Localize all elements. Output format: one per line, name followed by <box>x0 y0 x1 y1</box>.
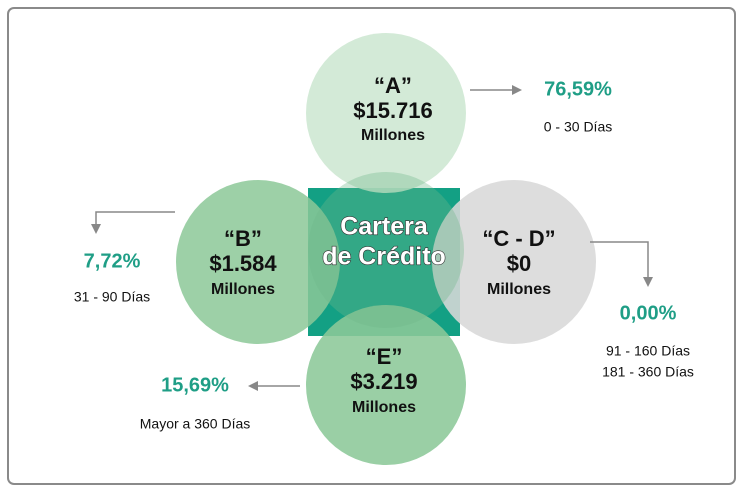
segment-percent: 76,59% <box>544 78 612 100</box>
circle-a <box>306 33 466 193</box>
segment-unit: Millones <box>487 281 551 298</box>
segment-amount: $1.584 <box>209 251 277 276</box>
segment-range: 31 - 90 Días <box>74 289 150 305</box>
segment-range: 91 - 160 Días <box>606 343 690 359</box>
segment-amount: $15.716 <box>353 98 433 123</box>
segment-range: 181 - 360 Días <box>602 364 694 380</box>
circle-b <box>176 180 340 344</box>
segment-percent: 15,69% <box>161 374 229 396</box>
circle-e <box>306 305 466 465</box>
segment-amount: $0 <box>507 251 531 276</box>
segment-range: Mayor a 360 Días <box>140 416 251 432</box>
segment-percent: 0,00% <box>620 302 677 324</box>
segment-label: “E” <box>366 344 403 369</box>
segment-range: 0 - 30 Días <box>544 119 612 135</box>
segment-unit: Millones <box>352 399 416 416</box>
segment-label: “A” <box>374 73 412 98</box>
segment-label: “C - D” <box>482 226 555 251</box>
arrow <box>590 241 653 287</box>
circle-cd <box>432 180 596 344</box>
segment-unit: Millones <box>361 127 425 144</box>
segment-percent: 7,72% <box>84 250 141 272</box>
center-circle <box>308 172 464 328</box>
segment-unit: Millones <box>211 281 275 298</box>
segment-label: “B” <box>224 226 262 251</box>
center-text: de Crédito <box>322 243 446 271</box>
segment-amount: $3.219 <box>350 369 417 394</box>
arrow <box>91 211 175 234</box>
center-text: Cartera <box>340 213 429 241</box>
